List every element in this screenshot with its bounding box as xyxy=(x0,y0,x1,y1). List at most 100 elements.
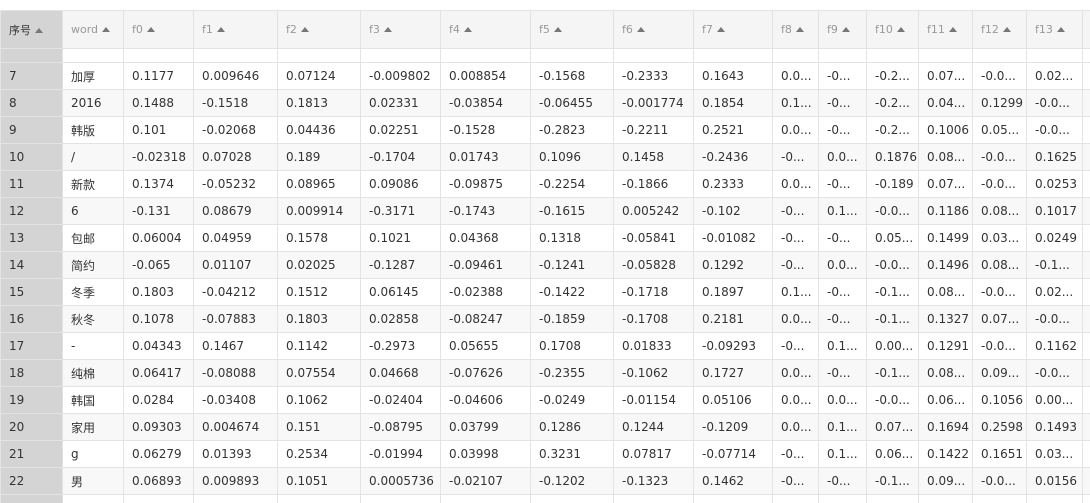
sort-arrow[interactable] xyxy=(300,27,309,32)
column-title: f0 xyxy=(132,23,143,36)
cell: -0.009802 xyxy=(360,62,441,90)
table-row[interactable]: 19 韩国 0.0284 -0.03408 0.1062 -0.02404 -0.04606… xyxy=(0,386,1090,414)
cell xyxy=(62,494,124,503)
table-row[interactable]: 8 2016 0.1488 -0.1518 0.1813 0.02331 -0.03854-… xyxy=(0,89,1090,117)
cell xyxy=(918,494,973,503)
cell xyxy=(193,48,278,63)
cell: 0.04... xyxy=(918,89,973,117)
sort-arrow[interactable] xyxy=(841,27,850,32)
cell: 0.1299 xyxy=(972,89,1027,117)
column-header[interactable]: f9 xyxy=(818,10,867,49)
table-row[interactable]: 21 g 0.06279 0.01393 0.2534 -0.01994 0.03998 0.… xyxy=(0,440,1090,468)
table-row[interactable]: 13 包邮 0.06004 0.04959 0.1578 0.1021 0.04368 0.1… xyxy=(0,224,1090,252)
cell: 0.04436 xyxy=(277,116,361,144)
cell xyxy=(440,48,531,63)
sort-arrow[interactable] xyxy=(216,27,225,32)
cell: -0... xyxy=(818,467,867,495)
table-row[interactable]: 20 家用 0.09303 0.004674 0.151 -0.08795 0.03799 0… xyxy=(0,413,1090,441)
cell: 0.0005736 xyxy=(360,467,441,495)
cell: 男 xyxy=(62,467,124,495)
cell: 0.1803 xyxy=(277,305,361,333)
cell: -0.0... xyxy=(972,62,1027,90)
column-header[interactable]: f6 xyxy=(613,10,694,49)
column-header[interactable]: f12 xyxy=(972,10,1027,49)
table-row[interactable]: 16 秋冬 0.1078 -0.07883 0.1803 0.02858 -0.08247-… xyxy=(0,305,1090,333)
column-header[interactable]: f2 xyxy=(277,10,361,49)
cell: -0.1202 xyxy=(530,467,614,495)
sort-arrow[interactable] xyxy=(383,27,392,32)
table-row[interactable]: 9 韩版 0.101 -0.02068 0.04436 0.02251 -0.1528 -0.… xyxy=(0,116,1090,144)
cell: 0.07... xyxy=(918,62,973,90)
cell: -0.02318 xyxy=(123,143,194,171)
table-row[interactable]: 7 加厚 0.1177 0.009646 0.07124 -0.009802 0.00885… xyxy=(0,62,1090,90)
column-header[interactable]: f10 xyxy=(866,10,919,49)
cell: 0.03799 xyxy=(440,413,531,441)
cell: 简约 xyxy=(62,251,124,279)
table-row[interactable]: 11 新款 0.1374 -0.05232 0.08965 0.09086 -0.09875… xyxy=(0,170,1090,198)
cell: 0.1708 xyxy=(530,332,614,360)
cell: -0.1241 xyxy=(530,251,614,279)
cell-filler xyxy=(1082,116,1090,144)
table-row[interactable]: 12 6 -0.131 0.08679 0.009914 -0.3171 -0.1743 -0… xyxy=(0,197,1090,225)
cell: - xyxy=(62,332,124,360)
column-header[interactable]: f8 xyxy=(772,10,819,49)
table-row[interactable]: 15 冬季 0.1803 -0.04212 0.1512 0.06145 -0.02388-… xyxy=(0,278,1090,306)
table-row[interactable]: 17-0.04343 0.1467 0.1142 -0.2973 0.05655 0.17… xyxy=(0,332,1090,360)
cell: 0.05... xyxy=(972,116,1027,144)
column-header[interactable]: f5 xyxy=(530,10,614,49)
cell: -0.0... xyxy=(972,143,1027,171)
clipped-row xyxy=(0,494,1090,503)
cell: -0.2254 xyxy=(530,170,614,198)
table-row[interactable]: 14 简约 -0.065 0.01107 0.02025 -0.1287 -0.09461-… xyxy=(0,251,1090,279)
cell xyxy=(613,48,694,63)
column-header[interactable]: f13 xyxy=(1026,10,1083,49)
table-row[interactable]: 10/-0.02318 0.07028 0.189 -0.1704 0.01743 0.1… xyxy=(0,143,1090,171)
sort-arrow[interactable] xyxy=(795,27,804,32)
table-row[interactable]: 18 纯棉 0.06417 -0.08088 0.07554 0.04668 -0.0762… xyxy=(0,359,1090,387)
cell: -0.04606 xyxy=(440,386,531,414)
cell xyxy=(918,48,973,63)
cell: 0.1142 xyxy=(277,332,361,360)
cell: -0... xyxy=(772,224,819,252)
cell: -0.2436 xyxy=(693,143,773,171)
cell: -0.2... xyxy=(866,89,919,117)
sort-arrow[interactable] xyxy=(35,27,43,33)
sort-arrow[interactable] xyxy=(102,27,111,32)
cell xyxy=(530,48,614,63)
table-row[interactable]: 22 男 0.06893 0.009893 0.1051 0.0005736 -0.0210… xyxy=(0,467,1090,495)
cell: 0.1499 xyxy=(918,224,973,252)
column-header[interactable]: f7 xyxy=(693,10,773,49)
sort-arrow[interactable] xyxy=(636,27,645,32)
cell: 0.0... xyxy=(772,413,819,441)
sort-arrow[interactable] xyxy=(948,27,957,32)
column-header[interactable]: f3 xyxy=(360,10,441,49)
sort-arrow[interactable] xyxy=(1056,27,1065,32)
cell xyxy=(772,494,819,503)
cell: 0.1458 xyxy=(613,143,694,171)
column-header[interactable]: f1 xyxy=(193,10,278,49)
sort-arrow[interactable] xyxy=(463,27,472,32)
column-title: f10 xyxy=(875,23,893,36)
sort-arrow[interactable] xyxy=(146,27,155,32)
cell: 0.1422 xyxy=(918,440,973,468)
column-header[interactable]: f11 xyxy=(918,10,973,49)
cell: 0.1467 xyxy=(193,332,278,360)
sort-arrow[interactable] xyxy=(1002,27,1011,32)
row-index: 14 xyxy=(0,251,63,279)
data-grid: 序号 word f0 f1 f2 f3 f4 f5 f6 f7 f8 f9 f10 f11 f12 f13 7… xyxy=(0,10,1090,503)
cell: 0.1... xyxy=(818,413,867,441)
cell: -0.2355 xyxy=(530,359,614,387)
column-header[interactable]: word xyxy=(62,10,124,49)
sort-arrow[interactable] xyxy=(553,27,562,32)
cell: 0.1803 xyxy=(123,278,194,306)
sort-arrow[interactable] xyxy=(716,27,725,32)
column-header[interactable]: 序号 xyxy=(0,10,63,49)
cell: -0... xyxy=(818,305,867,333)
cell: 0.02251 xyxy=(360,116,441,144)
cell: 0.04343 xyxy=(123,332,194,360)
column-header[interactable]: f4 xyxy=(440,10,531,49)
sort-arrow[interactable] xyxy=(896,27,905,32)
cell: -0.06455 xyxy=(530,89,614,117)
cell: 0.06279 xyxy=(123,440,194,468)
column-header[interactable]: f0 xyxy=(123,10,194,49)
